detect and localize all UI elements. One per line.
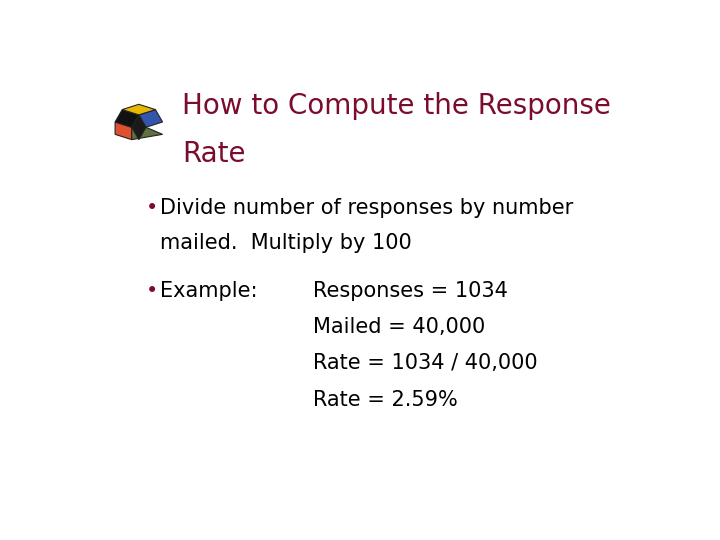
Text: •: •	[145, 281, 158, 301]
Polygon shape	[132, 115, 146, 140]
Text: mailed.  Multiply by 100: mailed. Multiply by 100	[160, 233, 412, 253]
Text: Responses = 1034: Responses = 1034	[313, 281, 508, 301]
Text: Rate = 1034 / 40,000: Rate = 1034 / 40,000	[313, 353, 538, 373]
Text: How to Compute the Response: How to Compute the Response	[182, 92, 611, 120]
Text: Divide number of responses by number: Divide number of responses by number	[160, 198, 573, 218]
Polygon shape	[139, 110, 163, 127]
Polygon shape	[115, 110, 139, 127]
Polygon shape	[132, 127, 163, 140]
Polygon shape	[115, 122, 132, 140]
Text: •: •	[145, 198, 158, 218]
Text: Mailed = 40,000: Mailed = 40,000	[313, 317, 485, 337]
Text: Rate = 2.59%: Rate = 2.59%	[313, 389, 458, 409]
Text: Rate: Rate	[182, 140, 246, 167]
Text: Example:: Example:	[160, 281, 257, 301]
Polygon shape	[122, 104, 156, 115]
